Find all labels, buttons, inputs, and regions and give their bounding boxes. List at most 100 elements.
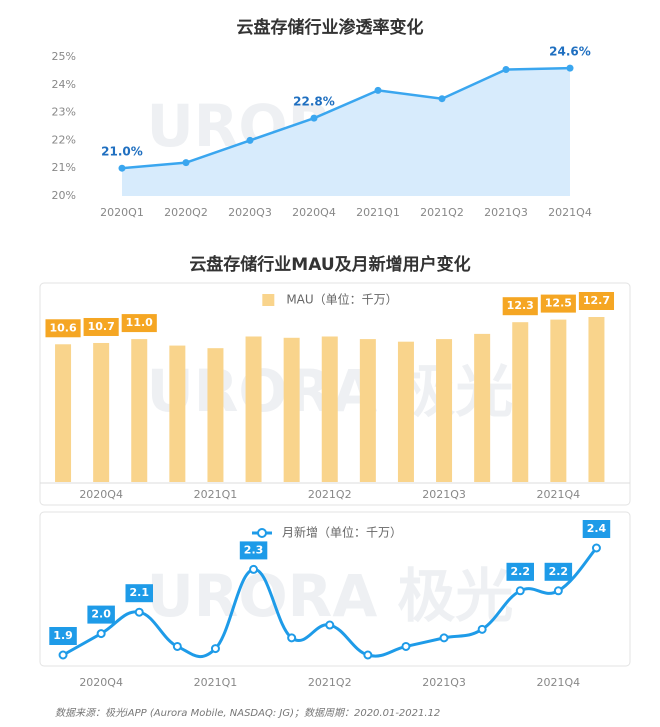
bar (359, 339, 376, 482)
y-tick-label: 20% (52, 189, 76, 202)
source: 数据来源：极光iAPP (Aurora Mobile, NASDAQ: JG)；… (55, 707, 440, 719)
point (515, 586, 525, 596)
bar (474, 333, 491, 482)
x-tick-label: 2021Q2 (308, 488, 352, 501)
data-label-box (83, 317, 119, 336)
x-tick-label: 2020Q4 (79, 676, 123, 689)
data-label-box (49, 627, 77, 645)
point (591, 543, 601, 553)
x-tick-label: 2021Q2 (308, 676, 352, 689)
data-label-box (239, 541, 268, 560)
point (566, 64, 574, 72)
point (118, 164, 126, 172)
point (553, 586, 563, 596)
legend-label: MAU（单位：千万） (286, 292, 397, 307)
point (438, 95, 446, 103)
data-label-box (87, 605, 115, 624)
point (249, 564, 259, 574)
legend-label: 月新增（单位：千万） (282, 525, 402, 540)
x-tick-label: 2021Q1 (194, 488, 238, 501)
data-label: 10.7 (88, 320, 115, 333)
x-tick-label: 2021Q1 (356, 206, 400, 219)
bar (55, 344, 72, 482)
data-label: 10.6 (49, 321, 76, 334)
point (363, 650, 373, 660)
panel (39, 511, 631, 667)
bar (283, 337, 300, 482)
data-label-box (582, 520, 611, 538)
data-label-box (125, 584, 153, 603)
point (58, 650, 68, 660)
bar (131, 339, 148, 482)
point (477, 624, 487, 634)
x-tick-label: 2020Q4 (79, 488, 123, 501)
data-label-box (121, 314, 157, 333)
point (287, 633, 297, 643)
data-label: 22.8% (293, 95, 335, 109)
point (439, 633, 449, 643)
data-label: 2.4 (587, 522, 607, 535)
data-label: 12.5 (545, 297, 572, 310)
data-label: 12.7 (583, 294, 610, 307)
data-label: 2.2 (549, 565, 569, 578)
point (134, 607, 144, 617)
point (172, 641, 182, 651)
bar (397, 341, 414, 482)
x-tick-label: 2021Q4 (537, 676, 581, 689)
y-tick-label: 24% (52, 78, 76, 91)
x-tick-label: 2020Q1 (100, 206, 144, 219)
bar (512, 322, 529, 482)
x-tick-label: 2021Q3 (422, 676, 466, 689)
chart-title: 云盘存储行业渗透率变化 (237, 17, 424, 38)
data-label-box (506, 562, 534, 581)
x-tick-label: 2021Q2 (420, 206, 464, 219)
data-label-box (544, 562, 573, 581)
data-label: 2.2 (511, 565, 531, 578)
data-label: 2.3 (244, 543, 264, 556)
data-label: 2.0 (91, 608, 111, 621)
line (121, 66, 571, 170)
x-tick-label: 2021Q3 (422, 488, 466, 501)
y-tick-label: 21% (52, 161, 76, 174)
point (502, 66, 510, 74)
bar (93, 342, 110, 482)
y-tick-label: 22% (52, 133, 76, 146)
x-tick-label: 2021Q4 (537, 488, 581, 501)
data-label: 11.0 (126, 316, 153, 329)
x-tick-label: 2020Q2 (164, 206, 208, 219)
point (246, 136, 254, 144)
x-tick-label: 2020Q3 (228, 206, 272, 219)
point (401, 641, 411, 651)
x-tick-label: 2021Q4 (548, 206, 592, 219)
bar (207, 348, 224, 482)
bar (550, 319, 567, 482)
y-tick-label: 25% (52, 50, 76, 63)
y-tick-label: 23% (52, 106, 76, 119)
point (374, 86, 382, 94)
point (182, 159, 190, 167)
panel (39, 282, 631, 506)
point (96, 629, 106, 639)
data-label-box (45, 319, 81, 338)
point (310, 114, 318, 122)
legend-swatch (262, 294, 275, 306)
x-tick-label: 2021Q3 (484, 206, 528, 219)
data-label-box (540, 294, 576, 313)
bar (436, 339, 453, 482)
point (210, 644, 220, 654)
chart-title: 云盘存储行业MAU及月新增用户变化 (189, 254, 470, 275)
bar (169, 345, 186, 482)
bar (245, 336, 262, 482)
area (122, 68, 570, 196)
x-tick-label: 2021Q1 (194, 676, 238, 689)
data-label: 24.6% (549, 45, 591, 59)
x-tick-label: 2020Q4 (292, 206, 336, 219)
data-label-box (502, 297, 538, 316)
point (325, 620, 335, 630)
data-label: 21.0% (101, 145, 143, 159)
bar (321, 336, 338, 482)
data-label: 2.1 (130, 586, 150, 599)
data-label-box (578, 292, 615, 310)
